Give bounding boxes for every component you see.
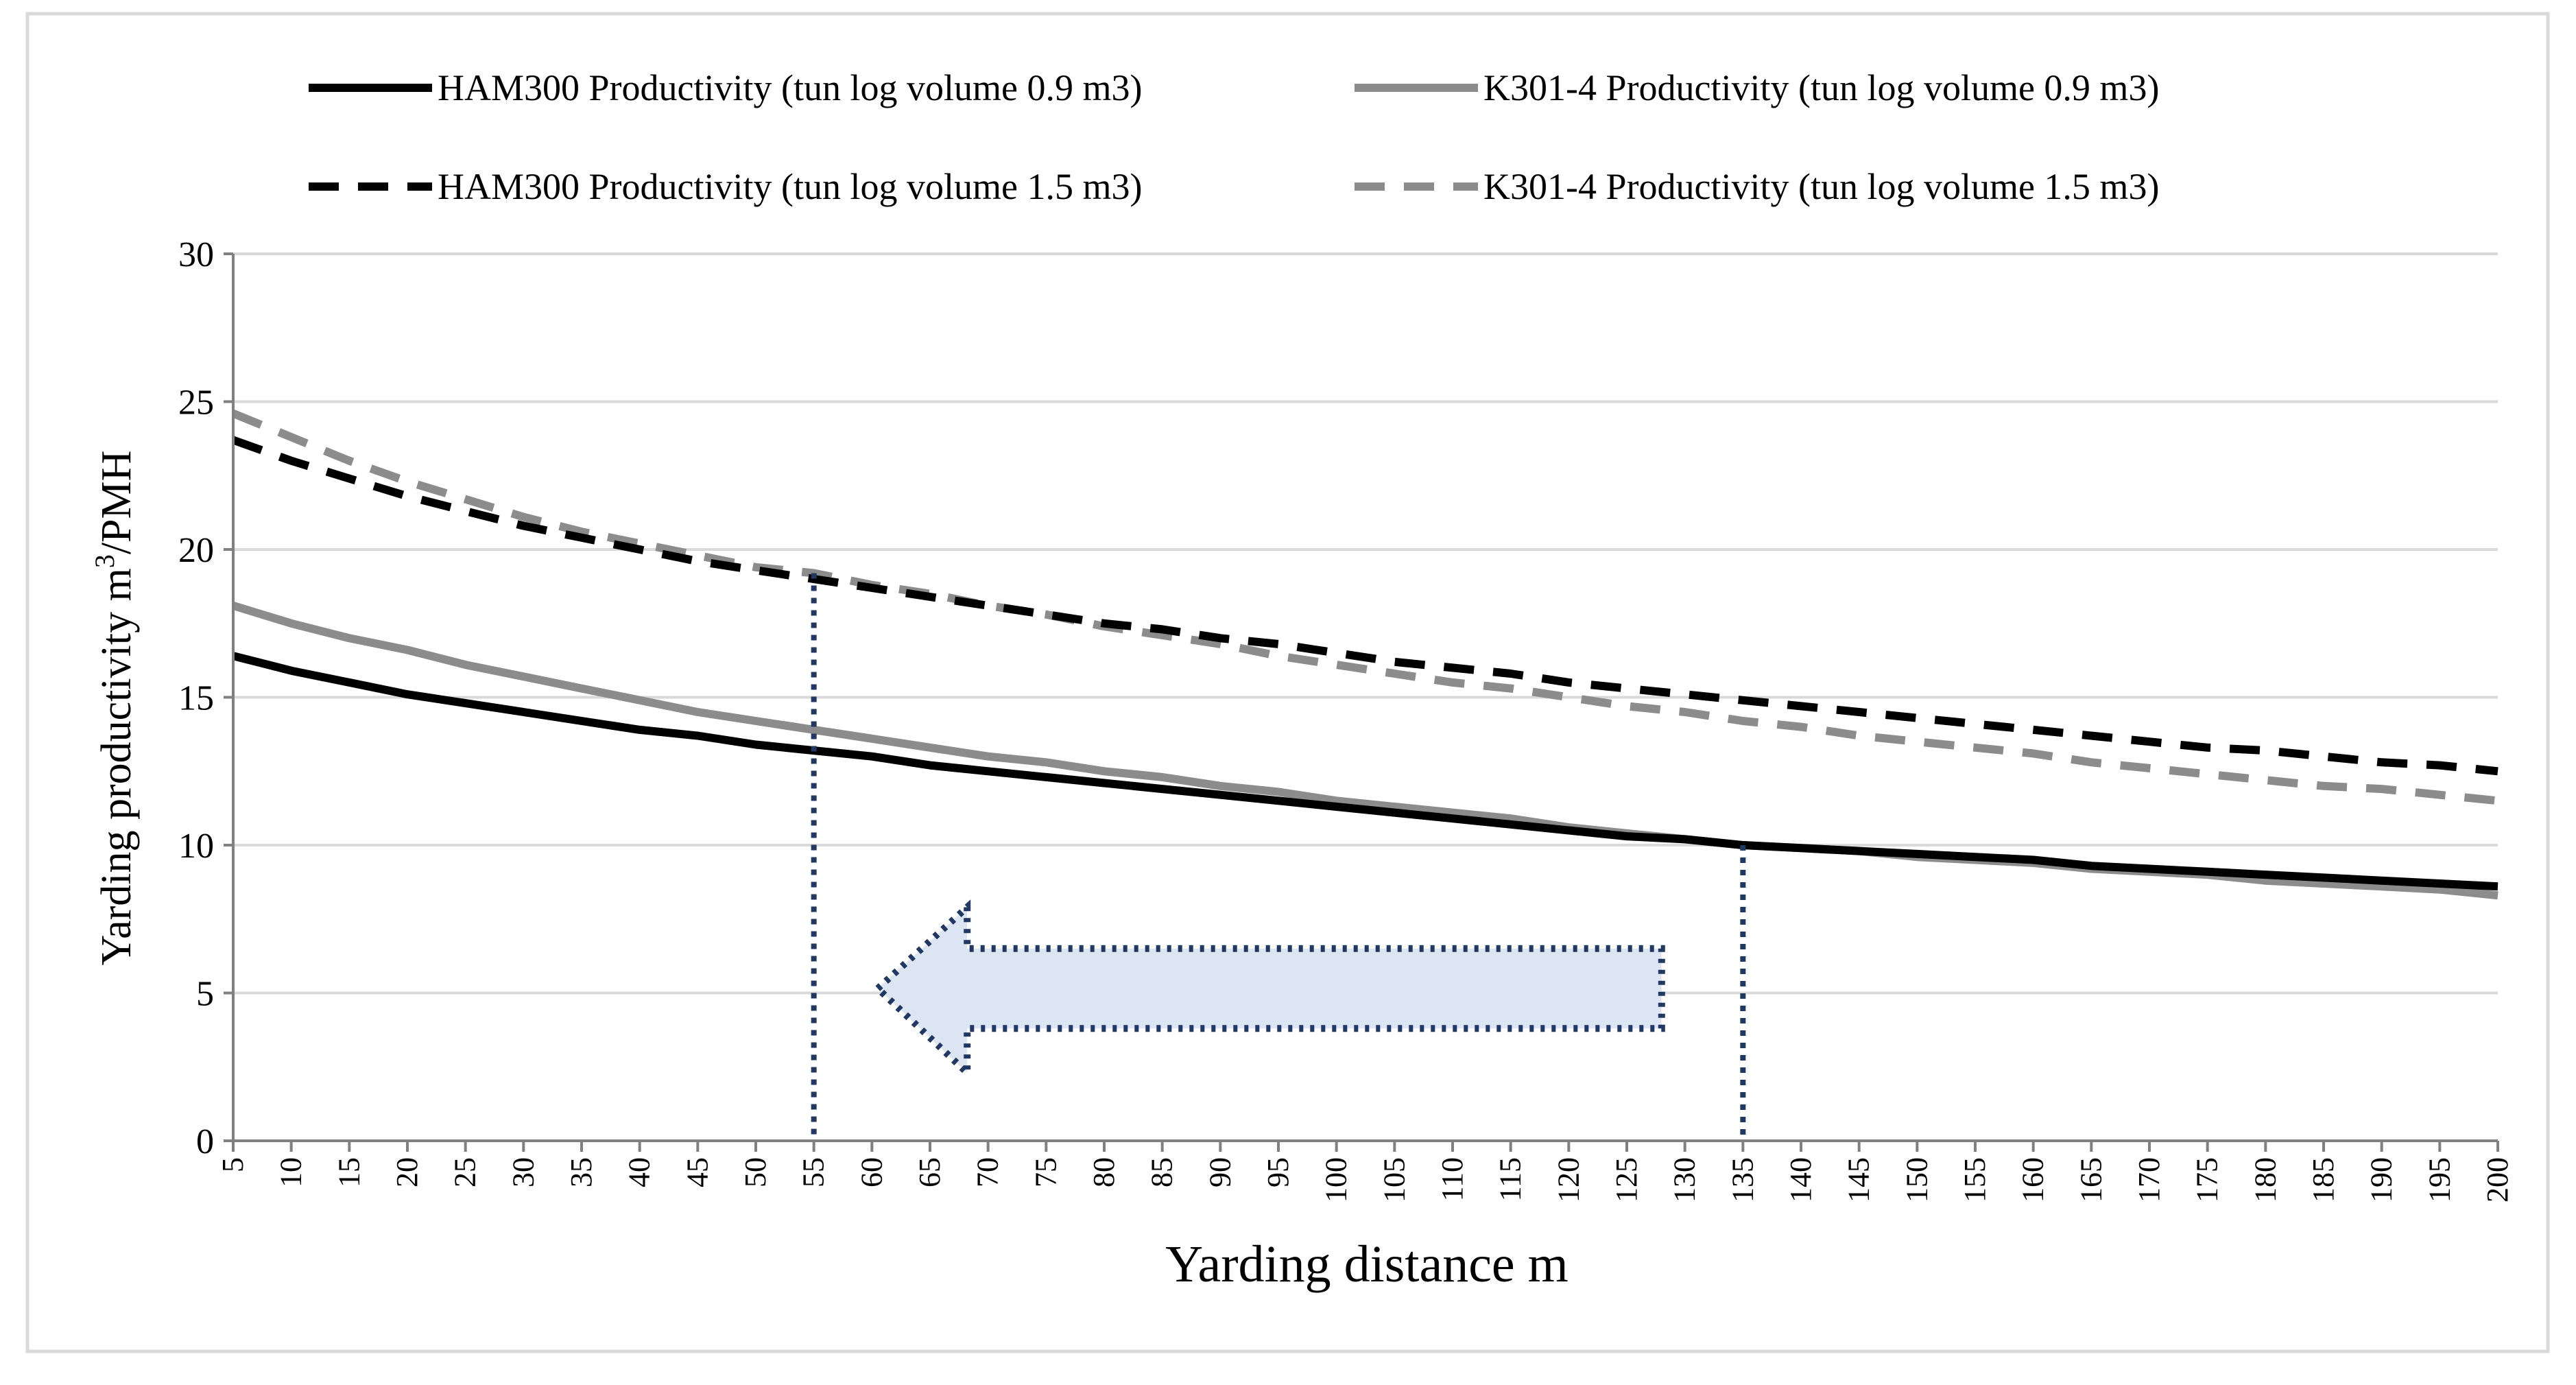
- x-tick-label: 5: [216, 1157, 250, 1172]
- legend-item-ham300-09[interactable]: HAM300 Productivity (tun log volume 0.9 …: [309, 67, 1142, 108]
- x-tick-label: 80: [1087, 1157, 1121, 1187]
- x-tick-label: 115: [1494, 1157, 1527, 1201]
- x-tick-label: 110: [1435, 1157, 1469, 1201]
- x-tick-label: 160: [2016, 1157, 2050, 1203]
- x-tick-label: 90: [1203, 1157, 1237, 1187]
- x-tick-label: 145: [1842, 1157, 1876, 1203]
- x-tick-label: 95: [1261, 1157, 1295, 1187]
- y-tick-label: 5: [196, 975, 214, 1014]
- y-tick-label: 15: [178, 679, 214, 718]
- y-tick-label: 25: [178, 383, 214, 423]
- x-tick-label: 140: [1784, 1157, 1817, 1203]
- x-tick-label: 165: [2074, 1157, 2108, 1203]
- x-tick-label: 25: [449, 1157, 482, 1187]
- y-axis-title-base: Yarding productivity m: [93, 568, 140, 965]
- x-tick-label: 50: [739, 1157, 772, 1187]
- annotation-layer-front: [811, 573, 1746, 1141]
- y-axis-title: Yarding productivity m3/PMH: [89, 451, 140, 966]
- x-tick-label: 200: [2481, 1157, 2514, 1203]
- x-tick-label: 135: [1726, 1157, 1759, 1203]
- series-line-ham300-15: [231, 436, 2499, 776]
- x-tick-label: 175: [2191, 1157, 2224, 1203]
- x-tick-label: 150: [1900, 1157, 1933, 1203]
- x-tick-label: 75: [1029, 1157, 1062, 1187]
- legend-item-k301-15[interactable]: K301-4 Productivity (tun log volume 1.5 …: [1355, 166, 2159, 207]
- x-tick-label: 185: [2306, 1157, 2340, 1203]
- x-axis-title: Yarding distance m: [1165, 1235, 1569, 1293]
- x-tick-label: 130: [1668, 1157, 1702, 1203]
- x-tick-label: 170: [2132, 1157, 2166, 1203]
- direction-arrow: [872, 899, 1665, 1081]
- legend: HAM300 Productivity (tun log volume 0.9 …: [309, 67, 2159, 207]
- x-tick-label: 105: [1377, 1157, 1411, 1203]
- x-tick-label: 35: [564, 1157, 598, 1187]
- y-tick-label: 0: [196, 1122, 214, 1161]
- x-tick-label: 65: [913, 1157, 946, 1187]
- x-tick-label: 30: [506, 1157, 540, 1187]
- x-tick-label: 20: [390, 1157, 424, 1187]
- x-tick-label: 120: [1551, 1157, 1585, 1203]
- x-tick-label: 45: [680, 1157, 714, 1187]
- x-tick-label: 10: [274, 1157, 308, 1187]
- x-tick-label: 70: [971, 1157, 1005, 1187]
- x-tick-label: 15: [332, 1157, 366, 1187]
- x-tick-label: 60: [855, 1157, 888, 1187]
- x-tick-label: 85: [1145, 1157, 1179, 1187]
- x-tick-label: 180: [2248, 1157, 2282, 1203]
- legend-label-ham300-15: HAM300 Productivity (tun log volume 1.5 …: [438, 166, 1142, 207]
- y-axis-title-tail: /PMH: [93, 451, 140, 555]
- x-tick-label: 40: [623, 1157, 656, 1187]
- x-tick-label: 155: [1958, 1157, 1992, 1203]
- legend-label-k301-15: K301-4 Productivity (tun log volume 1.5 …: [1483, 166, 2159, 207]
- x-tick-label: 190: [2365, 1157, 2398, 1203]
- x-tick-label: 100: [1320, 1157, 1353, 1203]
- chart-frame: [25, 12, 2550, 1353]
- y-tick-label: 10: [178, 827, 214, 866]
- x-tick-label: 195: [2422, 1157, 2456, 1203]
- legend-label-ham300-09: HAM300 Productivity (tun log volume 0.9 …: [438, 67, 1142, 108]
- annotation-layer-back: [872, 899, 1665, 1081]
- x-tick-label: 55: [797, 1157, 831, 1187]
- y-axis-title-superscript: 3: [89, 554, 120, 568]
- series-line-ham300-09: [232, 652, 2499, 891]
- legend-label-k301-09: K301-4 Productivity (tun log volume 0.9 …: [1483, 67, 2159, 108]
- y-tick-label: 30: [178, 235, 214, 274]
- series-layer: [231, 410, 2499, 900]
- series-line-k301-15: [231, 410, 2499, 805]
- y-tick-label: 20: [178, 531, 214, 570]
- x-tick-label: 125: [1610, 1157, 1643, 1203]
- legend-item-k301-09[interactable]: K301-4 Productivity (tun log volume 0.9 …: [1355, 67, 2159, 108]
- legend-item-ham300-15[interactable]: HAM300 Productivity (tun log volume 1.5 …: [309, 166, 1142, 207]
